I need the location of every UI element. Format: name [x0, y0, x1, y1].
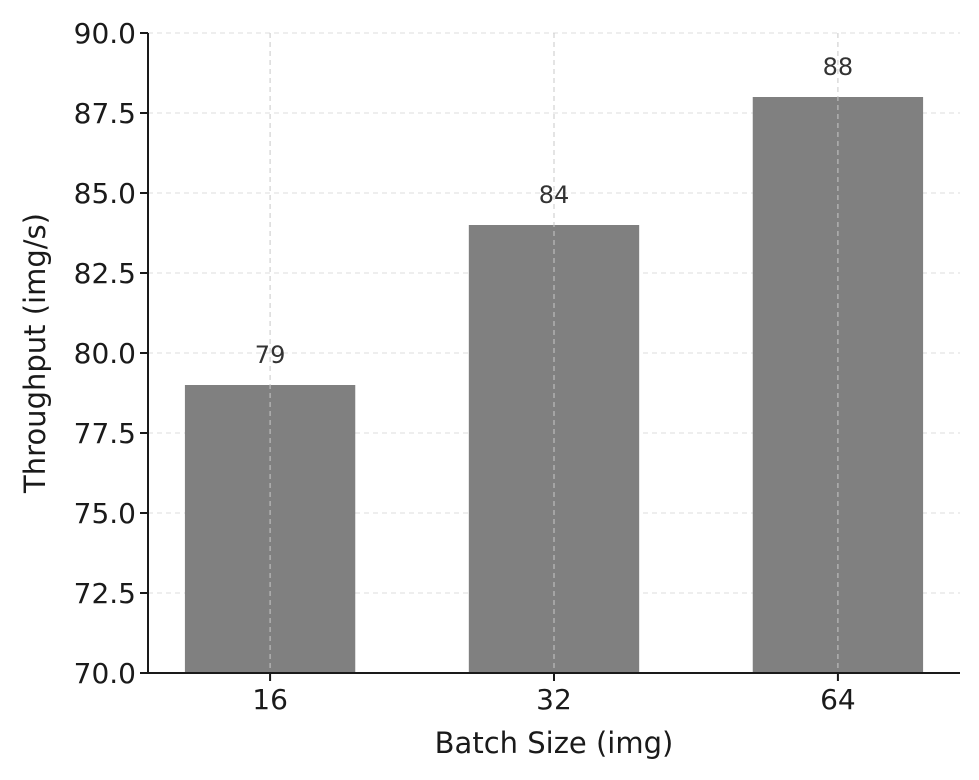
y-tick-label: 70.0 [74, 657, 136, 690]
y-axis-label: Throughput (img/s) [18, 213, 52, 494]
y-tick-label: 72.5 [74, 577, 136, 610]
x-tick-label: 16 [252, 683, 288, 716]
data-label: 88 [823, 53, 854, 81]
x-tick-label: 64 [820, 683, 856, 716]
y-tick-label: 77.5 [74, 417, 136, 450]
y-tick-label: 75.0 [74, 497, 136, 530]
x-tick-label: 32 [536, 683, 572, 716]
x-axis-label: Batch Size (img) [435, 726, 674, 760]
axes [140, 32, 960, 681]
y-tick-label: 85.0 [74, 177, 136, 210]
labels: 70.0 72.5 75.0 77.5 80.0 82.5 85.0 87.5 90.0 16 79… [74, 17, 856, 716]
y-tick-label: 87.5 [74, 97, 136, 130]
data-label: 84 [539, 181, 570, 209]
y-tick-label: 82.5 [74, 257, 136, 290]
vertical-grid [269, 33, 839, 673]
data-label: 79 [255, 341, 286, 369]
y-tick-label: 80.0 [74, 337, 136, 370]
y-tick-label: 90.0 [74, 17, 136, 50]
